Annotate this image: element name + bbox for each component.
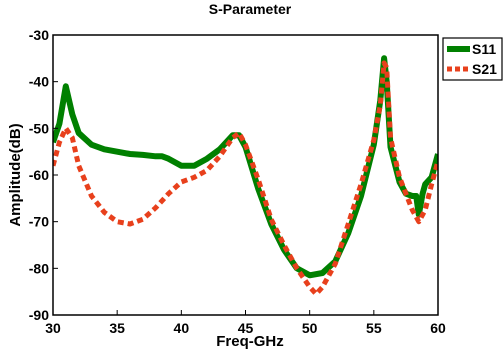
x-tick-label: 55 (366, 320, 382, 336)
x-tick-label: 35 (109, 320, 125, 336)
x-tick-label: 50 (302, 320, 318, 336)
y-axis-title: Amplitude(dB) (7, 123, 24, 226)
series-line-s21 (53, 60, 438, 297)
x-tick-label: 30 (45, 320, 61, 336)
legend-label-s11: S11 (472, 41, 496, 57)
x-tick-label: 45 (238, 320, 254, 336)
legend-label-s21: S21 (472, 61, 497, 77)
y-tick-label: -90 (29, 307, 49, 323)
legend-box (442, 37, 503, 81)
y-tick-label: -30 (29, 27, 49, 43)
y-tick-label: -70 (29, 214, 49, 230)
y-tick-label: -60 (29, 167, 49, 183)
x-axis-title: Freq-GHz (216, 333, 284, 350)
y-tick-label: -40 (29, 74, 49, 90)
y-tick-label: -50 (29, 120, 49, 136)
x-tick-label: 40 (174, 320, 190, 336)
chart-title: S-Parameter (209, 1, 292, 17)
x-tick-label: 60 (430, 320, 446, 336)
y-tick-label: -80 (29, 260, 49, 276)
